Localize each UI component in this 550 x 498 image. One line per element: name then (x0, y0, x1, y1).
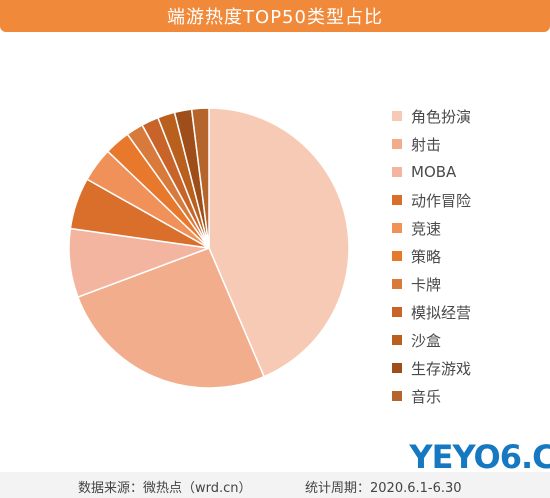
pie-chart (68, 107, 350, 389)
legend-label: 模拟经营 (411, 303, 472, 322)
legend-label: 卡牌 (411, 275, 442, 294)
legend-swatch (392, 363, 402, 373)
chart-legend: 角色扮演射击 MOBA 动作冒险竞速策略卡牌模拟经营沙盒生存游戏音乐 (392, 102, 471, 410)
legend-item: 策略 (392, 242, 471, 270)
legend-item: 射击 (392, 130, 471, 158)
legend-label: 策略 (411, 247, 442, 266)
statistics-period-text: 统计周期：2020.6.1-6.30 (305, 481, 462, 496)
site-logo: YEYO6.C (409, 438, 550, 476)
legend-label: MOBA (411, 163, 457, 181)
legend-label: 沙盒 (411, 331, 442, 350)
legend-swatch (392, 139, 402, 149)
legend-swatch (392, 251, 402, 261)
data-source-text: 数据来源：微热点（wrd.cn） (78, 481, 252, 496)
legend-label: 竞速 (411, 219, 442, 238)
legend-label: 生存游戏 (411, 359, 472, 378)
legend-item: 竞速 (392, 214, 471, 242)
pie-slice-2 (76, 247, 266, 389)
legend-item: 生存游戏 (392, 354, 471, 382)
legend-swatch (392, 335, 402, 345)
legend-label: 角色扮演 (411, 107, 472, 126)
legend-swatch (392, 111, 402, 121)
legend-item: 模拟经营 (392, 298, 471, 326)
legend-item: 角色扮演 (392, 102, 471, 130)
site-logo-text: YEYO6.C (409, 438, 550, 476)
legend-item: 音乐 (392, 382, 471, 410)
footer: 数据来源：微热点（wrd.cn） 统计周期：2020.6.1-6.30 (0, 472, 550, 498)
chart-title: 端游热度TOP50类型占比 (167, 7, 383, 28)
legend-swatch (392, 195, 402, 205)
title-bar: 端游热度TOP50类型占比 (0, 0, 550, 32)
legend-item: 动作冒险 (392, 186, 471, 214)
legend-label: 动作冒险 (411, 191, 472, 210)
pie-slice-11 (190, 107, 210, 249)
legend-item: MOBA (392, 158, 471, 186)
legend-swatch (392, 307, 402, 317)
legend-item: 沙盒 (392, 326, 471, 354)
legend-swatch (392, 391, 402, 401)
legend-label: 音乐 (411, 387, 442, 406)
legend-swatch (392, 279, 402, 289)
legend-swatch (392, 167, 402, 177)
legend-item: 卡牌 (392, 270, 471, 298)
legend-label: 射击 (411, 135, 442, 154)
legend-swatch (392, 223, 402, 233)
pie-slice-1 (208, 107, 350, 378)
